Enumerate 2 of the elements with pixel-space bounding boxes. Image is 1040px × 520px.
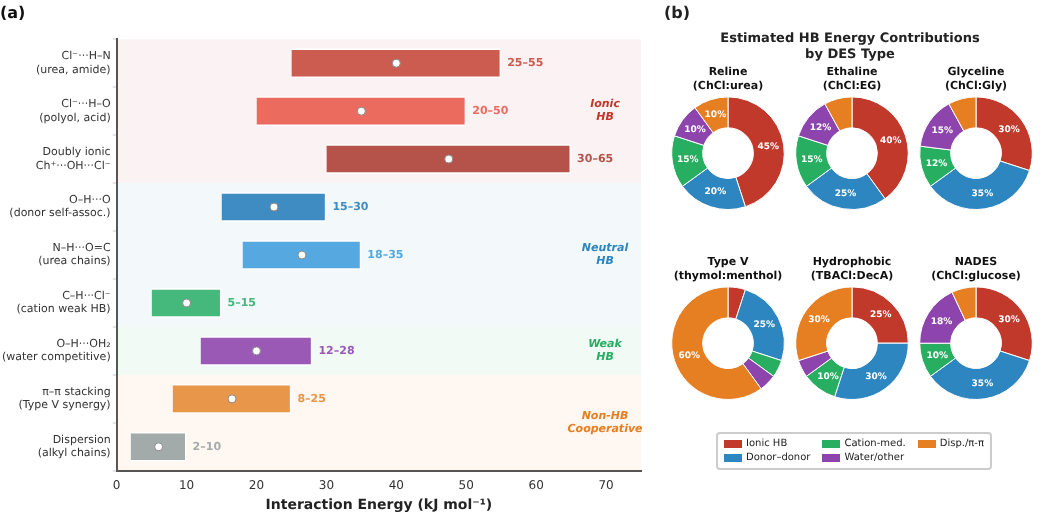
chart-title: (b) <box>664 4 691 22</box>
chart-title: (a) <box>0 3 26 22</box>
